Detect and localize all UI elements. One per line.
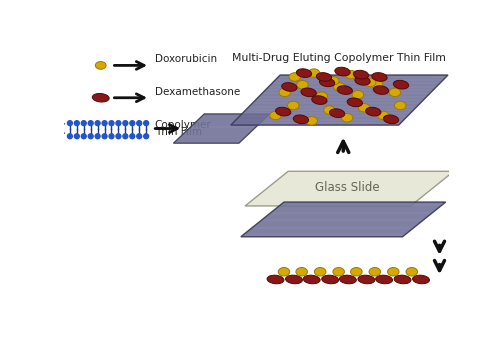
Ellipse shape (276, 107, 291, 116)
Ellipse shape (296, 267, 308, 276)
Circle shape (109, 134, 114, 139)
Circle shape (82, 121, 86, 126)
Ellipse shape (316, 73, 332, 81)
Ellipse shape (324, 106, 335, 114)
Ellipse shape (372, 80, 383, 89)
Ellipse shape (358, 275, 375, 284)
Ellipse shape (342, 113, 353, 122)
Ellipse shape (296, 69, 312, 78)
Ellipse shape (345, 70, 356, 79)
Ellipse shape (328, 76, 339, 85)
Ellipse shape (394, 80, 408, 89)
Ellipse shape (308, 69, 320, 77)
Ellipse shape (282, 83, 297, 91)
Ellipse shape (316, 92, 328, 101)
Circle shape (56, 126, 60, 130)
Circle shape (136, 121, 141, 126)
Ellipse shape (337, 86, 352, 94)
Circle shape (109, 121, 114, 126)
Circle shape (82, 134, 86, 139)
Circle shape (130, 121, 134, 126)
Ellipse shape (358, 103, 370, 112)
Ellipse shape (374, 86, 388, 94)
Circle shape (58, 129, 62, 133)
Ellipse shape (312, 96, 327, 104)
Ellipse shape (306, 117, 318, 125)
Circle shape (136, 134, 141, 139)
Ellipse shape (322, 275, 338, 284)
Ellipse shape (347, 98, 362, 107)
Ellipse shape (301, 88, 316, 97)
Circle shape (68, 121, 72, 126)
Ellipse shape (314, 267, 326, 276)
Ellipse shape (320, 78, 334, 87)
Circle shape (102, 134, 107, 139)
Circle shape (95, 121, 100, 126)
Ellipse shape (294, 115, 308, 123)
Ellipse shape (267, 275, 284, 284)
Ellipse shape (335, 67, 350, 76)
Circle shape (116, 121, 121, 126)
Text: Glass Slide: Glass Slide (315, 181, 380, 194)
Ellipse shape (355, 76, 370, 85)
Ellipse shape (333, 267, 344, 276)
Ellipse shape (364, 78, 376, 87)
Circle shape (116, 134, 121, 139)
Circle shape (88, 134, 93, 139)
Polygon shape (231, 75, 448, 125)
Ellipse shape (384, 115, 398, 123)
Ellipse shape (378, 111, 389, 120)
Ellipse shape (354, 70, 368, 79)
Text: Copolymer: Copolymer (154, 120, 212, 130)
Circle shape (55, 123, 58, 127)
Ellipse shape (389, 88, 400, 97)
Ellipse shape (288, 101, 299, 110)
Polygon shape (245, 171, 454, 206)
Ellipse shape (406, 267, 417, 276)
Ellipse shape (278, 267, 289, 276)
Circle shape (130, 134, 134, 139)
Ellipse shape (350, 267, 362, 276)
Ellipse shape (303, 275, 320, 284)
Ellipse shape (286, 275, 302, 284)
Circle shape (95, 134, 100, 139)
Circle shape (74, 121, 80, 126)
Ellipse shape (296, 80, 308, 89)
Ellipse shape (352, 90, 364, 99)
Ellipse shape (412, 275, 430, 284)
Ellipse shape (279, 88, 290, 97)
Ellipse shape (369, 267, 380, 276)
Ellipse shape (92, 93, 109, 102)
Text: Dexamethasone: Dexamethasone (154, 87, 240, 97)
Circle shape (123, 121, 128, 126)
Ellipse shape (270, 111, 281, 120)
Circle shape (123, 134, 128, 139)
Circle shape (88, 121, 93, 126)
Ellipse shape (394, 101, 406, 110)
Ellipse shape (388, 267, 399, 276)
Ellipse shape (372, 73, 387, 81)
Polygon shape (241, 202, 446, 237)
Text: Multi-Drug Eluting Copolymer Thin Film: Multi-Drug Eluting Copolymer Thin Film (232, 53, 446, 63)
Circle shape (68, 134, 72, 139)
Text: Doxorubicin: Doxorubicin (154, 54, 216, 64)
Ellipse shape (340, 275, 356, 284)
Polygon shape (174, 114, 270, 143)
Circle shape (144, 134, 148, 139)
Text: Thin Film: Thin Film (154, 127, 202, 137)
Ellipse shape (96, 61, 106, 69)
Ellipse shape (394, 275, 411, 284)
Ellipse shape (376, 275, 392, 284)
Ellipse shape (289, 73, 300, 81)
Ellipse shape (366, 107, 381, 116)
Ellipse shape (330, 109, 344, 117)
Circle shape (102, 121, 107, 126)
Ellipse shape (334, 83, 345, 91)
Circle shape (74, 134, 80, 139)
Circle shape (58, 120, 62, 123)
Circle shape (144, 121, 148, 126)
